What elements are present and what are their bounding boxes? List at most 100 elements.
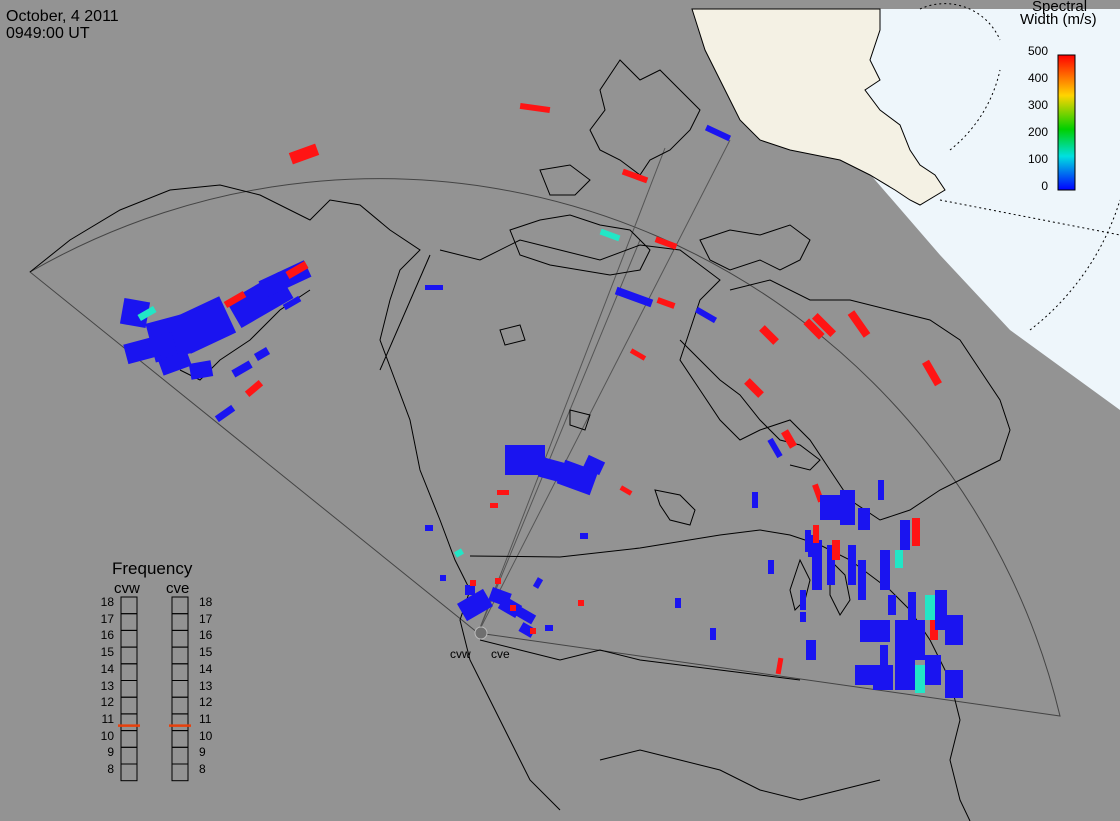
radar-echo-cell	[767, 437, 783, 459]
frequency-cell	[120, 629, 138, 648]
radar-echo-cell	[744, 378, 764, 398]
radar-echo-cell	[888, 595, 896, 615]
radar-echo-cell	[860, 620, 880, 642]
color-scale-tick: 400	[1027, 71, 1048, 85]
color-scale-tick: 0	[1041, 179, 1048, 193]
radar-echo-cell	[945, 615, 963, 645]
radar-echo-cell	[497, 490, 509, 495]
radar-echo-cell	[288, 143, 320, 165]
radar-echo-cell	[710, 628, 716, 640]
radar-echo-cell	[440, 575, 446, 581]
radar-echo-cell	[827, 545, 835, 585]
radar-echo-cell	[545, 625, 553, 631]
frequency-cell	[171, 713, 189, 732]
polar-grid-circle-mid	[949, 69, 1001, 151]
radar-echo-cell	[880, 645, 888, 685]
radar-echo-cell	[214, 404, 236, 423]
frequency-cell	[120, 613, 138, 631]
frequency-radar-label: cvw	[114, 580, 140, 597]
radar-echo-cell	[244, 380, 264, 397]
radar-echo-cell	[800, 590, 806, 610]
frequency-cell	[120, 763, 138, 782]
frequency-cell	[171, 663, 189, 681]
radar-echo-cell	[614, 286, 654, 308]
frequency-tick-label: 17	[199, 611, 213, 626]
radar-echo-cell	[580, 533, 588, 539]
radar-echo-cell	[878, 480, 884, 500]
site-label-cvw: cvw	[450, 647, 471, 661]
frequency-tick-label: 8	[107, 762, 114, 776]
frequency-title: Frequency	[112, 559, 193, 578]
color-scale-title-line1: Spectral	[1032, 0, 1088, 15]
frequency-cell	[171, 680, 189, 698]
radar-echo-cell	[495, 578, 501, 584]
radar-echo-cell	[813, 525, 819, 543]
radar-echo-cell	[505, 445, 545, 475]
radar-echo-cell	[945, 670, 963, 698]
radar-echo-cell	[775, 657, 784, 675]
frequency-tick-label: 14	[100, 661, 114, 676]
frequency-cell	[171, 629, 189, 648]
radar-echo-cell	[465, 585, 475, 595]
frequency-cell	[171, 613, 189, 631]
radar-echo-cell	[454, 548, 464, 558]
frequency-tick-label: 11	[101, 711, 114, 726]
radar-echo-cell	[858, 508, 870, 530]
beam-line-2	[477, 239, 641, 634]
color-scale-tick: 200	[1027, 125, 1048, 139]
date-title: October, 4 2011	[6, 8, 119, 25]
frequency-cell	[171, 730, 189, 748]
radar-echo-cell	[922, 359, 942, 387]
radar-echo-cell	[629, 348, 647, 361]
frequency-tick-label: 13	[199, 678, 213, 693]
site-label-cve: cve	[491, 647, 510, 661]
frequency-tick-label: 8	[199, 762, 206, 776]
radar-echo-cell	[848, 545, 856, 585]
radar-echo-cell	[188, 360, 214, 380]
radar-echo-cell	[781, 429, 797, 449]
frequency-cell	[120, 680, 138, 698]
radar-echo-cell	[654, 236, 678, 250]
radar-echo-cell	[908, 592, 916, 622]
radar-echo-cell	[820, 495, 840, 520]
radar-echo-cell	[530, 628, 536, 634]
radar-echo-cell	[759, 325, 779, 345]
frequency-cell	[120, 746, 138, 765]
frequency-tick-label: 15	[199, 645, 213, 660]
radar-echo-cell	[803, 318, 825, 340]
radar-echo-cell	[925, 655, 941, 685]
radar-echo-cell	[470, 580, 476, 586]
frequency-tick-label: 12	[100, 695, 114, 710]
radar-echo-cell	[935, 590, 947, 630]
frequency-tick-label: 10	[100, 728, 114, 743]
polar-grid-circle-outer	[1029, 199, 1120, 331]
radar-echo-cell	[619, 485, 633, 496]
radar-echo-cell	[578, 600, 584, 606]
radar-echo-cell	[599, 228, 621, 242]
radar-echo-cell	[510, 605, 516, 611]
color-scale-tick: 300	[1027, 98, 1048, 112]
radar-echo-cell	[800, 612, 806, 622]
frequency-tick-label: 16	[100, 628, 114, 643]
radar-echo-cell	[582, 454, 606, 476]
radar-echo-cell	[768, 560, 774, 574]
radar-echo-cell	[123, 331, 177, 365]
radar-echo-cell	[457, 588, 493, 622]
color-scale-bar	[1057, 54, 1076, 191]
radar-echo-cell	[808, 535, 814, 557]
radar-echo-cell	[490, 503, 498, 508]
radar-echo-cell	[930, 620, 938, 640]
radar-echo-cell	[880, 620, 890, 642]
radar-echo-cell	[925, 595, 935, 620]
radar-echo-cell	[895, 640, 915, 690]
radar-echo-cell	[858, 560, 866, 600]
radar-echo-cell	[694, 306, 718, 324]
frequency-tick-label: 16	[199, 628, 213, 643]
frequency-radar-label: cve	[166, 580, 190, 597]
frequency-cell	[171, 746, 189, 765]
frequency-tick-label: 15	[100, 645, 114, 660]
frequency-cell	[120, 713, 138, 732]
radar-echo-cell	[621, 168, 649, 184]
frequency-cell	[120, 663, 138, 681]
